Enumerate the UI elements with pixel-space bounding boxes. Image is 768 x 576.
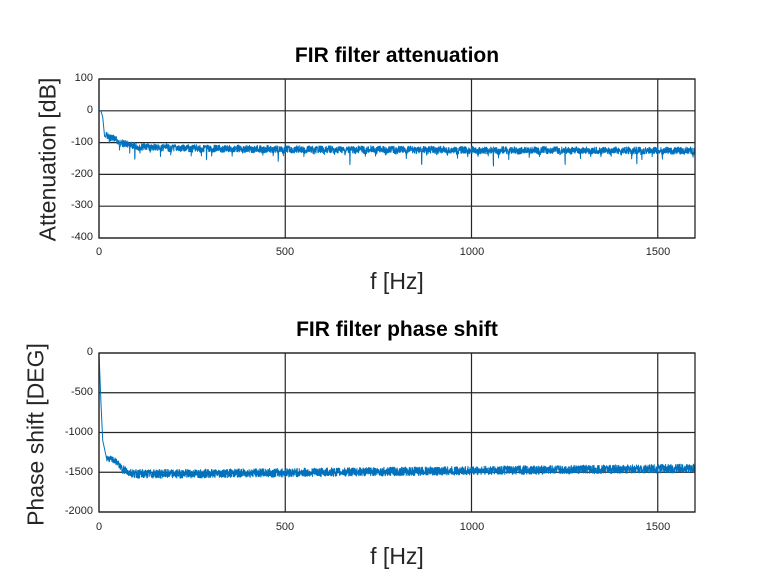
x-tick: 500	[275, 521, 295, 533]
chart-title-phase: FIR filter phase shift	[296, 318, 498, 341]
y-tick: -1500	[64, 466, 93, 478]
y-tick: -300	[70, 199, 93, 211]
y-tick: 100	[74, 72, 93, 84]
x-tick: 1000	[459, 521, 485, 533]
y-tick: -2000	[64, 505, 93, 517]
x-tick: 1000	[459, 246, 485, 258]
data-line-attenuation	[98, 110, 696, 223]
x-tick: 0	[95, 521, 103, 533]
axes-box	[98, 352, 696, 513]
x-tick: 1500	[645, 521, 671, 533]
y-tick: 0	[86, 104, 93, 116]
y-tick: -400	[70, 231, 93, 243]
axes-box	[98, 78, 696, 239]
x-tick: 0	[95, 246, 103, 258]
x-axis-label-phase: f [Hz]	[370, 543, 424, 569]
data-line-phase	[98, 352, 696, 479]
y-tick: 0	[86, 346, 93, 358]
x-axis-label-attenuation: f [Hz]	[370, 268, 424, 294]
y-tick: -1000	[64, 426, 93, 438]
y-tick: -500	[70, 386, 93, 398]
x-tick: 500	[275, 246, 295, 258]
chart-title-attenuation: FIR filter attenuation	[294, 44, 500, 67]
y-tick: -200	[70, 168, 93, 180]
x-tick: 1500	[645, 246, 671, 258]
y-tick: -100	[70, 136, 93, 148]
